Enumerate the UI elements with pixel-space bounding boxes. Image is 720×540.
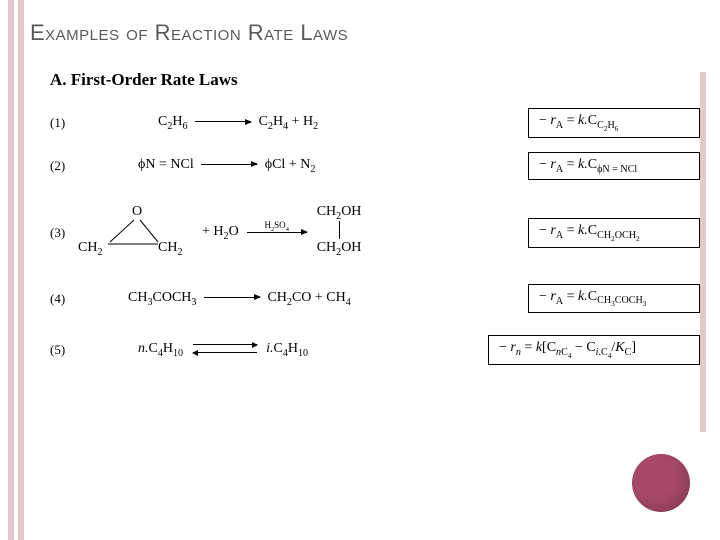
arrow-icon: H2SO4 [247, 225, 307, 241]
reversible-arrow-icon [193, 342, 257, 356]
reaction-equation: ϕN = NCl ϕCl + N2 [78, 157, 528, 175]
rate-law-box: − rA = k.CCH2OCH2 [528, 218, 700, 248]
arrow-icon [195, 114, 251, 130]
row-number: (2) [50, 158, 78, 174]
reaction-row-1: (1) C2H6 C2H4 + H2 − rA = k.CC2H6 [50, 108, 700, 138]
rate-law-box: − rA = k.CC2H6 [528, 108, 700, 138]
slide-title: Examples of Reaction Rate Laws [30, 20, 348, 46]
product: i.C4H10 [266, 341, 308, 356]
glycol-product: CH2OH CH2OH [311, 210, 381, 256]
product: ϕCl + N2 [265, 157, 316, 172]
reaction-equation: n.C4H10 i.C4H10 [78, 341, 488, 359]
plus-water: + H2O [202, 224, 239, 242]
left-accent-stripes [0, 0, 26, 540]
product: CH2CO + CH4 [267, 290, 350, 305]
row-number: (3) [50, 225, 78, 241]
reactant: C2H6 [158, 114, 188, 129]
reactant: ϕN = NCl [138, 157, 194, 172]
rate-law-box: − rn = k[CnC4 − Ci.C4/KC] [488, 335, 700, 365]
arrow-icon [204, 290, 260, 306]
row-number: (1) [50, 115, 78, 131]
epoxide-structure: O CH2 CH2 [78, 208, 198, 258]
right-accent-rule [700, 72, 706, 432]
reaction-row-5: (5) n.C4H10 i.C4H10 − rn = k[CnC4 − Ci.C… [50, 335, 700, 365]
row-number: (4) [50, 291, 78, 307]
reactant: n.C4H10 [138, 341, 183, 356]
content-area: A. First-Order Rate Laws (1) C2H6 C2H4 +… [50, 70, 700, 520]
section-heading: A. First-Order Rate Laws [50, 70, 700, 90]
reaction-row-2: (2) ϕN = NCl ϕCl + N2 − rA = k.CϕN = NCl [50, 152, 700, 180]
reaction-row-4: (4) CH3COCH3 CH2CO + CH4 − rA = k.CCH3CO… [50, 284, 700, 314]
rate-law-box: − rA = k.CϕN = NCl [528, 152, 700, 180]
decorative-circle [632, 454, 690, 512]
row-number: (5) [50, 342, 78, 358]
reactant: CH3COCH3 [128, 290, 196, 305]
arrow-icon [201, 157, 257, 173]
reaction-equation: C2H6 C2H4 + H2 [78, 114, 528, 132]
reaction-equation: O CH2 CH2 + H2O H2SO4 CH2OH CH2OH [78, 208, 528, 258]
reaction-equation: CH3COCH3 CH2CO + CH4 [78, 290, 528, 308]
reaction-row-3: (3) O CH2 CH2 + H2O H2SO4 CH2OH CH2OH − … [50, 208, 700, 258]
product: C2H4 + H2 [259, 114, 319, 129]
rate-law-box: − rA = k.CCH3COCH3 [528, 284, 700, 314]
